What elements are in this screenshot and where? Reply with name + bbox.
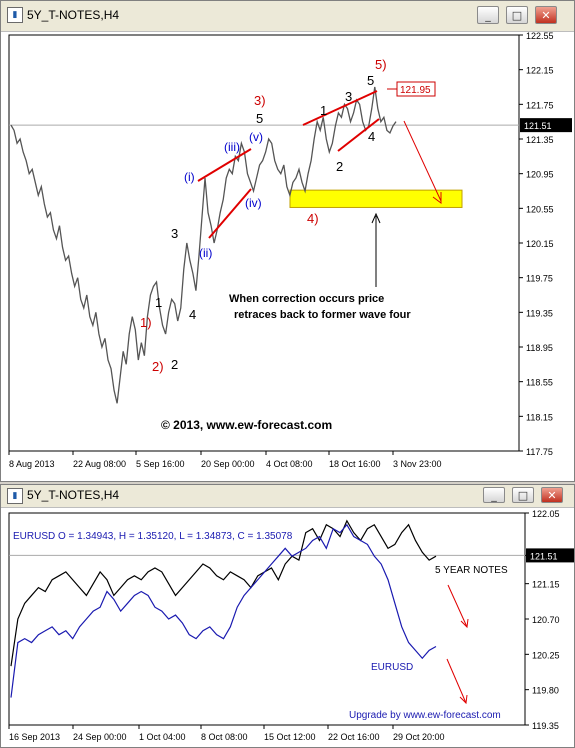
y-tick-label: 118.15 (526, 412, 553, 422)
wave-label-black: 3 (171, 226, 178, 241)
bottom-window-titlebar: ▮ 5Y_T-NOTES,H4 _ □ ✕ (1, 485, 574, 508)
notes-series-line (10, 519, 437, 667)
wave-trend-line (197, 148, 252, 182)
last-price-label: 121.51 (530, 551, 558, 561)
maximize-button[interactable]: □ (512, 487, 534, 503)
y-tick-label: 120.15 (526, 239, 554, 249)
plot-area (8, 512, 526, 726)
wave-label-black: 3 (345, 89, 352, 104)
wave-label-blue: (ii) (199, 246, 212, 260)
x-tick-label: 29 Oct 20:00 (393, 732, 445, 742)
minimize-button[interactable]: _ (483, 487, 505, 503)
top-window-titlebar: ▮ 5Y_T-NOTES,H4 _ □ ✕ (1, 1, 574, 32)
last-price-box (526, 548, 574, 563)
y-tick-label: 117.75 (526, 447, 553, 457)
x-tick-label: 18 Oct 16:00 (329, 459, 381, 469)
last-price-label: 121.51 (524, 121, 552, 131)
wave-trend-line (208, 188, 252, 239)
maximize-button[interactable]: □ (506, 6, 528, 24)
wave-trend-line (337, 118, 380, 152)
y-tick-label: 122.55 (526, 31, 554, 41)
bottom-window-title: 5Y_T-NOTES,H4 (27, 488, 120, 502)
y-tick-label: 119.75 (526, 274, 553, 284)
notes-series-label: 5 YEAR NOTES (435, 565, 508, 576)
chart-window-icon: ▮ (7, 7, 23, 23)
forecast-arrow (446, 658, 467, 704)
wave-label-red: 3) (254, 93, 266, 108)
chart-window-icon: ▮ (7, 488, 23, 504)
x-tick-label: 20 Sep 00:00 (201, 459, 255, 469)
price-label-box (396, 81, 436, 97)
y-tick-label: 118.95 (526, 343, 553, 353)
wave-label-red: 4) (307, 211, 319, 226)
ohlc-readout: EURUSD O = 1.34943, H = 1.35120, L = 1.3… (13, 531, 293, 542)
forecast-arrowhead (459, 694, 468, 705)
top-chart-window: ▮ 5Y_T-NOTES,H4 _ □ ✕ 122.55 122.15 121.75… (0, 0, 575, 482)
wave-label-blue: (iv) (245, 196, 262, 210)
x-tick-label: 1 Oct 04:00 (139, 732, 186, 742)
x-tick-label: 15 Oct 12:00 (264, 732, 316, 742)
y-tick-label: 120.70 (532, 615, 560, 625)
y-tick-label: 121.35 (526, 135, 554, 145)
x-tick-label: 22 Oct 16:00 (328, 732, 380, 742)
eurusd-series-line (10, 523, 437, 698)
annotation-text-line1: When correction occurs price (229, 293, 384, 305)
y-tick-label: 121.15 (532, 580, 560, 590)
price-label: 121.95 (400, 85, 431, 96)
bottom-chart-window: ▮ 5Y_T-NOTES,H4 _ □ ✕ 122.05 121.51 121.15… (0, 484, 575, 748)
forecast-arrow (447, 584, 468, 628)
wave-label-red: 2) (152, 359, 164, 374)
y-tick-label: 122.15 (526, 66, 554, 76)
copyright-text: © 2013, www.ew-forecast.com (161, 418, 332, 432)
wave-label-black: 2 (336, 159, 343, 174)
y-tick-label: 122.05 (532, 509, 560, 519)
y-tick-label: 120.95 (526, 170, 554, 180)
x-tick-label: 8 Oct 08:00 (201, 732, 248, 742)
forecast-arrow (403, 120, 442, 202)
wave-label-black: 5 (256, 111, 263, 126)
zone-pointer-arrowhead (371, 212, 381, 224)
wave-four-zone (289, 189, 463, 208)
y-tick-label: 119.35 (532, 721, 559, 731)
wave-label-black: 4 (189, 307, 196, 322)
x-tick-label: 5 Sep 16:00 (136, 459, 185, 469)
close-button[interactable]: ✕ (541, 487, 563, 503)
x-tick-label: 3 Nov 23:00 (393, 459, 442, 469)
x-tick-label: 4 Oct 08:00 (266, 459, 313, 469)
y-tick-label: 120.55 (526, 204, 554, 214)
x-tick-label: 24 Sep 00:00 (73, 732, 127, 742)
top-window-title: 5Y_T-NOTES,H4 (27, 8, 120, 22)
x-tick-label: 16 Sep 2013 (9, 732, 60, 742)
y-tick-label: 119.35 (526, 308, 553, 318)
y-tick-label: 118.55 (526, 378, 553, 388)
plot-area (8, 34, 520, 452)
minimize-button[interactable]: _ (477, 6, 499, 24)
wave-label-black: 2 (171, 357, 178, 372)
y-tick-label: 121.75 (526, 100, 554, 110)
eurusd-series-label: EURUSD (371, 662, 413, 673)
wave-label-red: 5) (375, 57, 387, 72)
wave-label-blue: (v) (249, 130, 263, 144)
wave-label-blue: (i) (184, 170, 195, 184)
wave-label-blue: (iii) (224, 140, 240, 154)
forecast-arrowhead (432, 192, 442, 204)
close-button[interactable]: ✕ (535, 6, 557, 24)
annotation-text-line2: retraces back to former wave four (234, 309, 411, 321)
wave-label-red: 1) (140, 315, 152, 330)
wave-label-black: 1 (155, 295, 162, 310)
y-tick-label: 120.25 (532, 650, 560, 660)
last-price-box (520, 118, 572, 133)
top-price-chart[interactable]: 122.55 122.15 121.75 121.35 120.95 120.55 120.… (1, 31, 574, 481)
x-tick-label: 8 Aug 2013 (9, 459, 55, 469)
upgrade-text: Upgrade by www.ew-forecast.com (349, 710, 501, 721)
wave-trend-line (302, 90, 378, 126)
wave-label-black: 5 (367, 73, 374, 88)
wave-label-black: 4 (368, 129, 375, 144)
bottom-comparison-chart[interactable]: 122.05 121.51 121.15 120.70 120.25 119.80 119.… (1, 507, 574, 747)
wave-label-black: 1 (320, 103, 327, 118)
forecast-arrowhead (460, 618, 469, 629)
x-tick-label: 22 Aug 08:00 (73, 459, 126, 469)
y-tick-label: 119.80 (532, 686, 559, 696)
price-series-line (10, 86, 397, 404)
